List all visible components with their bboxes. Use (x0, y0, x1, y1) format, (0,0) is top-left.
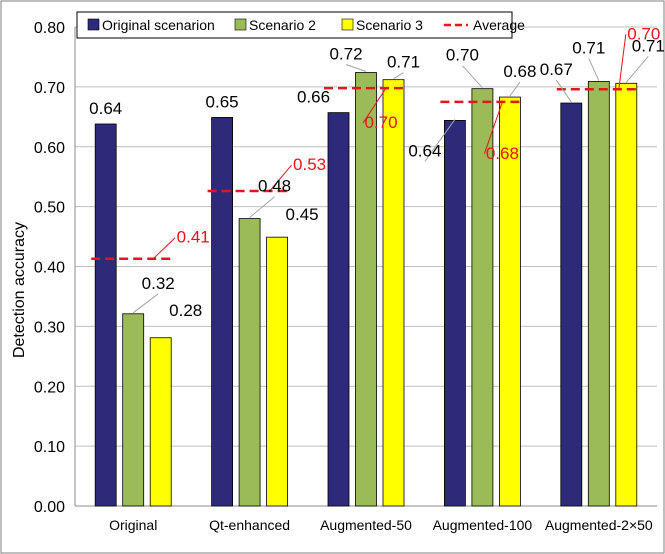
data-label: 0.67 (540, 60, 573, 79)
x-tick-label: Qt-enhanced (209, 517, 290, 533)
average-leader (618, 34, 627, 90)
legend-box (76, 11, 513, 39)
data-label: 0.48 (258, 177, 291, 196)
data-label: 0.28 (169, 301, 202, 320)
bar (498, 96, 521, 507)
legend-label: Original scenarion (102, 17, 215, 33)
y-tick-label: 0.80 (34, 20, 65, 37)
bar (211, 117, 234, 507)
average-label: 0.68 (486, 144, 519, 163)
label-leader (249, 196, 275, 218)
bar (471, 88, 494, 507)
average-leader (362, 87, 387, 124)
label-leader (509, 81, 521, 97)
legend-label: Scenario 2 (249, 17, 316, 33)
data-label: 0.68 (503, 62, 536, 81)
bar (443, 120, 466, 507)
average-label: 0.53 (293, 155, 326, 174)
label-leader (625, 55, 649, 83)
y-tick-label: 0.40 (34, 260, 65, 277)
data-label: 0.64 (89, 99, 122, 118)
bar (266, 236, 289, 507)
average-label: 0.41 (177, 228, 210, 247)
label-leader (588, 58, 600, 81)
label-leader (345, 64, 367, 72)
x-tick-label: Augmented-100 (433, 517, 533, 533)
label-leader (462, 65, 483, 89)
label-leader (132, 293, 159, 314)
legend-swatch (341, 18, 354, 31)
average-leader (269, 164, 292, 192)
data-label: 0.45 (286, 205, 319, 224)
average-label: 0.70 (364, 113, 397, 132)
y-tick-label: 0.70 (34, 80, 65, 97)
bar (122, 313, 145, 507)
average-label: 0.70 (627, 24, 660, 43)
legend-swatch (87, 18, 100, 31)
data-label: 0.32 (142, 274, 175, 293)
data-label: 0.70 (446, 46, 479, 65)
data-label: 0.64 (408, 141, 441, 160)
bar (560, 102, 583, 507)
y-tick-label: 0.60 (34, 140, 65, 157)
y-tick-label: 0.20 (34, 379, 65, 396)
legend-label: Average (473, 17, 525, 33)
bar (149, 337, 172, 507)
data-label: 0.71 (387, 53, 420, 72)
average-leader (152, 237, 176, 260)
bar (615, 82, 638, 507)
label-leader (393, 72, 404, 80)
x-tick-label: Augmented-50 (320, 517, 412, 533)
legend-label: Scenario 3 (356, 17, 423, 33)
bar (587, 81, 610, 507)
y-tick-label: 0.30 (34, 319, 65, 336)
x-axis-ticks: Original Qt-enhanced Augmented-50 Augmented… (109, 517, 653, 533)
y-axis-label: Detection accuracy (11, 222, 28, 358)
x-tick-label: Augmented-2×50 (545, 517, 653, 533)
data-label: 0.65 (206, 92, 239, 111)
x-tick-label: Original (109, 517, 157, 533)
label-leader (555, 79, 572, 103)
data-label: 0.71 (632, 36, 665, 55)
data-label: 0.66 (297, 88, 330, 107)
data-labels: 0.64 0.32 0.28 0.65 0.48 0.45 0.66 0.72 0.71 0.64… (89, 36, 665, 319)
legend: Original scenarion Scenario 2 Scenario 3 Av… (76, 11, 525, 39)
bar (382, 79, 405, 507)
y-tick-label: 0.00 (34, 499, 65, 516)
bar (355, 72, 377, 507)
bar (238, 218, 261, 507)
label-leader (424, 119, 456, 162)
y-tick-label: 0.10 (34, 439, 65, 456)
bars (94, 72, 638, 507)
average-markers: 0.41 0.53 0.70 0.68 0.70 (91, 24, 660, 260)
y-axis-ticks: 0.00 0.10 0.20 0.30 0.40 0.50 0.60 0.70 0.80 (34, 20, 65, 516)
data-label: 0.72 (329, 45, 362, 64)
average-leader (483, 101, 503, 155)
bar (94, 123, 117, 507)
bar (327, 112, 350, 507)
y-tick-label: 0.50 (34, 200, 65, 217)
data-label: 0.71 (572, 38, 605, 57)
legend-swatch (234, 18, 247, 31)
